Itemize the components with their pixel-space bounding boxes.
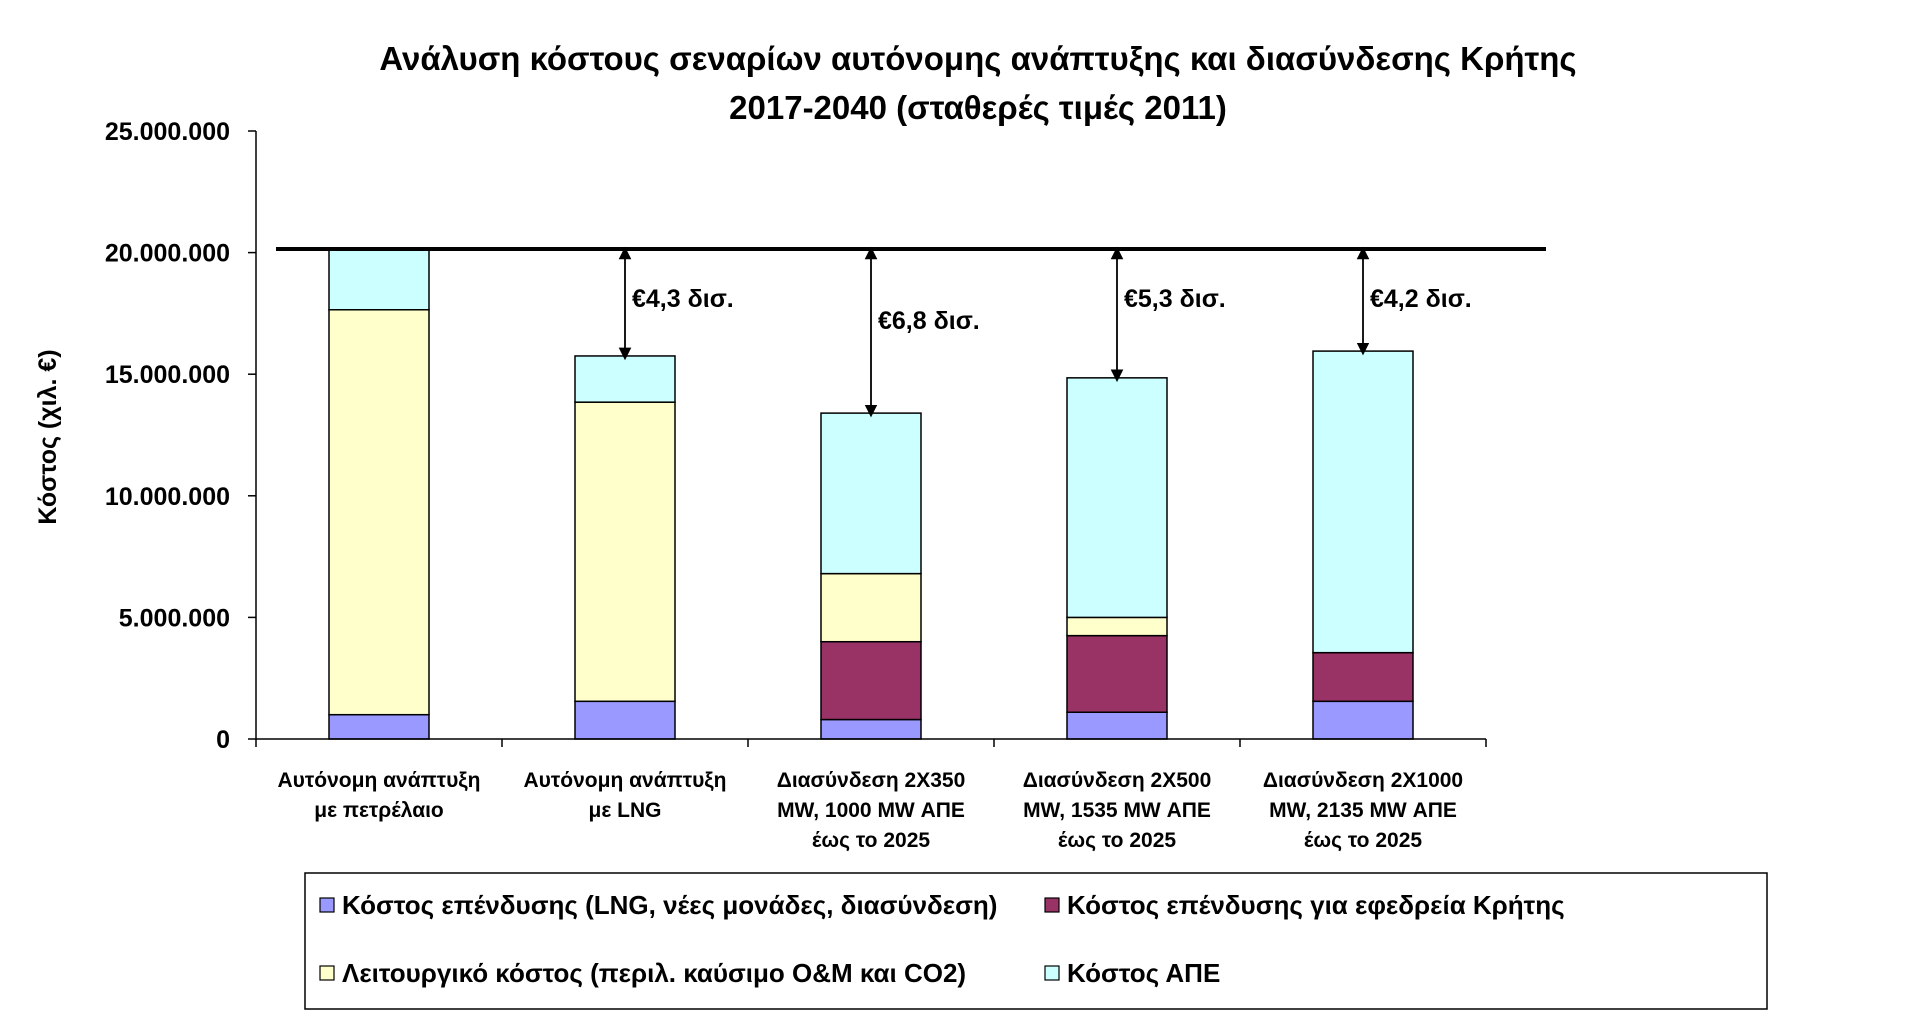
y-tick-label: 10.000.000 [105,483,230,511]
x-category-label: MW, 1535 MW ΑΠΕ [1023,799,1211,822]
chart-title-line-2: 2017-2040 (σταθερές τιμές 2011) [729,89,1227,126]
x-category-label: έως το 2025 [1304,829,1422,852]
x-category-label: Αυτόνομη ανάπτυξη [524,769,727,792]
bar-segment [1066,634,1168,713]
bar-segment [328,309,430,716]
x-category-label: με LNG [589,799,662,822]
y-tick-label: 0 [216,726,230,754]
y-axis-ticks: 0 5.000.000 10.000.000 15.000.000 20.000.000… [105,118,256,754]
axes-layer [255,131,1487,747]
x-category-label: Διασύνδεση 2X350 [777,769,966,792]
x-axis-labels: Αυτόνομη ανάπτυξη με πετρέλαιο Αυτόνομη αν… [278,769,1464,852]
legend-swatch [319,965,335,981]
x-category-label: με πετρέλαιο [314,799,444,822]
x-category-label: MW, 1000 MW ΑΠΕ [777,799,965,822]
x-category-label: Διασύνδεση 2X1000 [1263,769,1463,792]
x-category-label: έως το 2025 [812,829,930,852]
bar-segment [1066,616,1168,637]
legend: Κόστος επένδυσης (LNG, νέες μονάδες, δια… [304,872,1768,1010]
y-tick-label: 5.000.000 [119,604,230,632]
y-tick-label: 15.000.000 [105,361,230,389]
difference-label: €6,8 δισ. [878,307,980,335]
y-tick-label: 25.000.000 [105,118,230,146]
bar-segment [1066,711,1168,740]
bar-segment [328,713,430,740]
x-category-label: MW, 2135 MW ΑΠΕ [1269,799,1457,822]
bar-segment [1312,700,1414,740]
legend-label: Κόστος ΑΠΕ [1067,958,1220,988]
bar-segment [820,718,922,740]
difference-label: €4,2 δισ. [1370,285,1472,313]
bar-segment [328,248,430,311]
bar-segment [820,640,922,721]
difference-label: €4,3 δισ. [632,285,734,313]
legend-swatch [1044,965,1060,981]
legend-label: Λειτουργικό κόστος (περιλ. καύσιμο O&M κ… [342,958,966,988]
bar-segment [820,412,922,575]
y-tick-label: 20.000.000 [105,240,230,268]
bar-segment [574,355,676,403]
x-category-label: έως το 2025 [1058,829,1176,852]
bar-segment [574,401,676,703]
annotations-layer: €4,3 δισ. €6,8 δισ. €5,3 δισ. €4,2 δισ. [618,246,1472,418]
chart-title-line-1: Ανάλυση κόστους σεναρίων αυτόνομης ανάπτ… [379,40,1576,77]
x-category-label: Διασύνδεση 2X500 [1023,769,1212,792]
legend-swatch [1044,897,1060,913]
bar-segment [1312,651,1414,703]
legend-box [304,872,1768,1010]
legend-label: Κόστος επένδυσης (LNG, νέες μονάδες, δια… [342,890,997,920]
y-axis-title: Κόστος (χιλ. €) [34,349,62,524]
legend-label: Κόστος επένδυσης για εφεδρεία Κρήτης [1067,890,1565,920]
x-category-label: Αυτόνομη ανάπτυξη [278,769,481,792]
chart-title: Ανάλυση κόστους σεναρίων αυτόνομης ανάπτ… [379,40,1576,126]
bar-segment [820,572,922,643]
bar-segment [574,700,676,740]
bar-segment [1066,377,1168,619]
bars-layer [328,248,1414,740]
difference-label: €5,3 δισ. [1124,285,1226,313]
legend-swatch [319,897,335,913]
bar-segment [1312,350,1414,654]
